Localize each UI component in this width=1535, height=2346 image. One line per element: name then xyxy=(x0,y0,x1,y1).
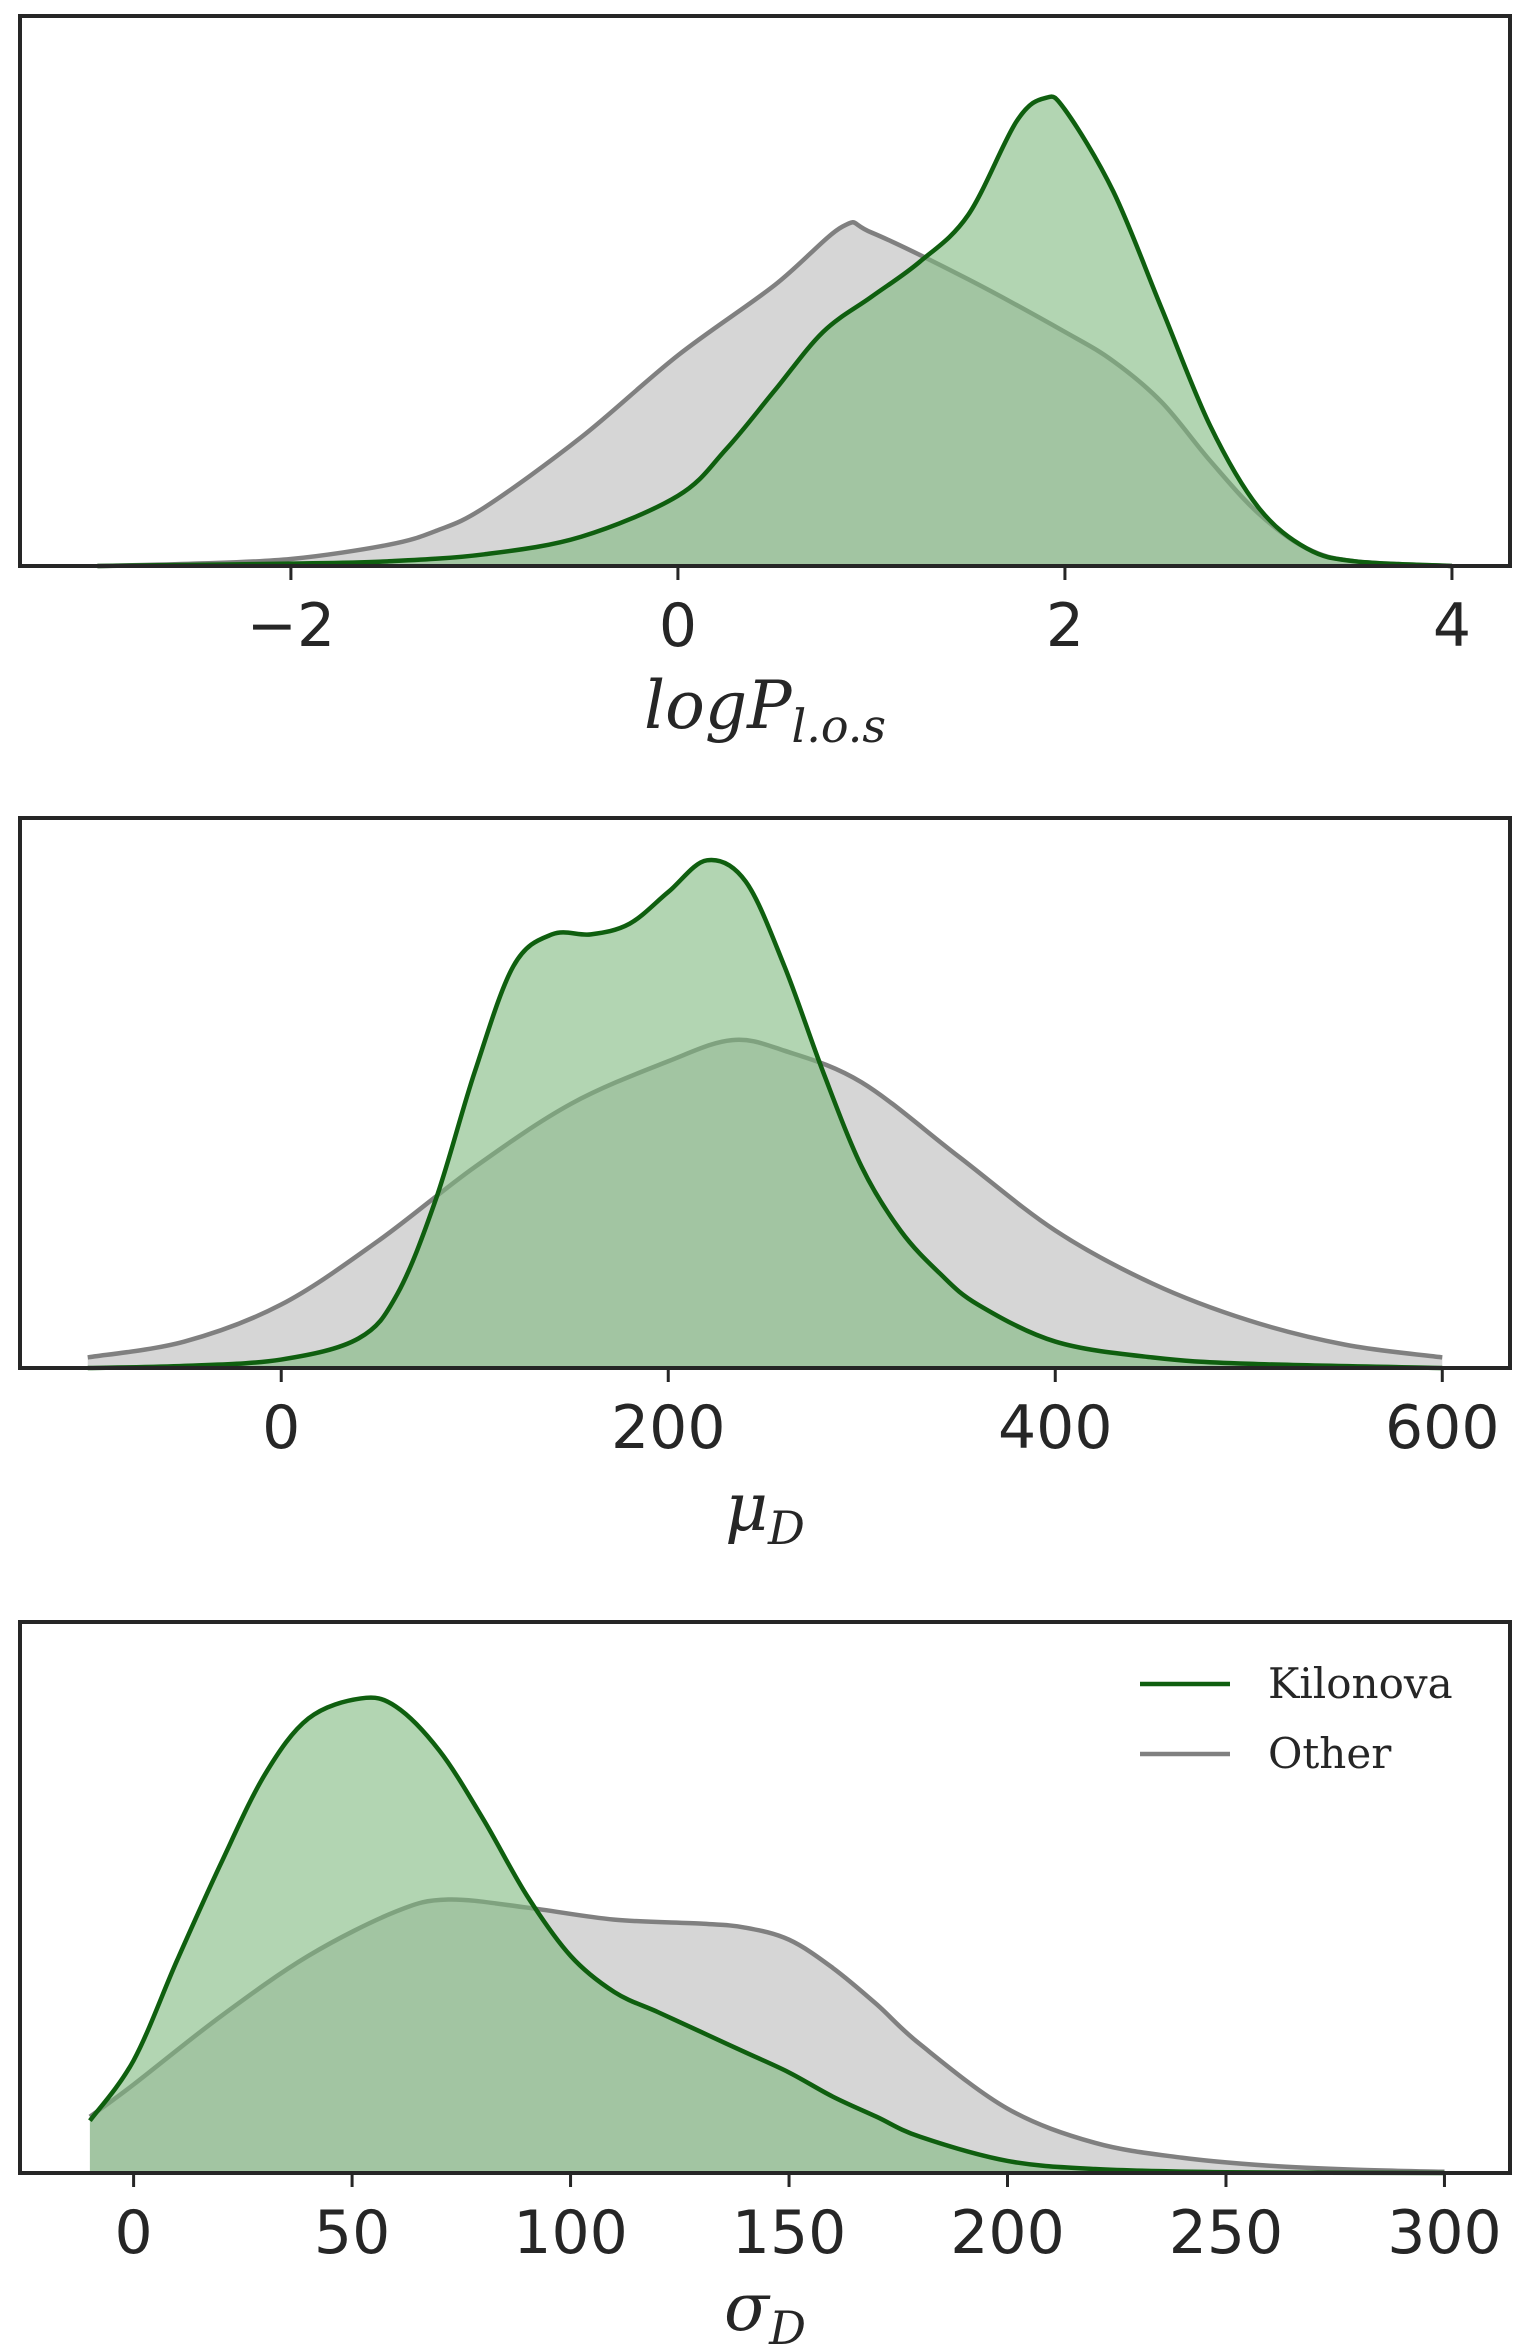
x-tick-label: 0 xyxy=(659,591,697,661)
x-tick-label: 4 xyxy=(1433,591,1471,661)
x-tick-label: 600 xyxy=(1385,1393,1500,1463)
x-tick-label: 150 xyxy=(732,2198,847,2268)
plot-frame xyxy=(18,816,1512,1370)
x-tick-label: 300 xyxy=(1387,2198,1502,2268)
x-tick-label: −2 xyxy=(247,591,335,661)
x-tick-label: 200 xyxy=(611,1393,726,1463)
x-tick-label: 50 xyxy=(314,2198,390,2268)
x-tick-label: 0 xyxy=(262,1393,300,1463)
x-tick-label: 0 xyxy=(115,2198,153,2268)
x-axis-title-main: logP xyxy=(644,667,793,744)
x-tick-label: 250 xyxy=(1169,2198,1284,2268)
kilonova-density-area xyxy=(89,1697,1445,2173)
x-axis-title-subscript: D xyxy=(767,1501,805,1555)
kilonova-density-line xyxy=(97,94,1453,569)
x-axis-title-main: μ xyxy=(725,1469,768,1546)
x-axis-title: logPl.o.s xyxy=(644,667,886,753)
x-axis-title-subscript: l.o.s xyxy=(792,699,886,753)
x-axis-title-main: σ xyxy=(724,2269,771,2346)
x-tick-label: 400 xyxy=(998,1393,1113,1463)
x-axis-title: μD xyxy=(725,1469,805,1555)
plot-frame xyxy=(18,1620,1512,2175)
kilonova-density-line xyxy=(88,1695,1445,2176)
kilonova-density-area xyxy=(87,859,1443,1368)
x-tick-label: 100 xyxy=(513,2198,628,2268)
plot-frame xyxy=(18,14,1512,568)
panel-2: 0 200 400 600 μD xyxy=(18,816,1512,1555)
other-legend-label: Other xyxy=(1268,1729,1392,1778)
x-tick-label: 200 xyxy=(950,2198,1065,2268)
kilonova-density-area xyxy=(97,96,1452,566)
x-axis-title: σD xyxy=(724,2269,806,2346)
x-axis-title-subscript: D xyxy=(768,2301,806,2346)
kilonova-density-line xyxy=(87,857,1443,1371)
kilonova-legend-label: Kilonova xyxy=(1268,1659,1453,1708)
legend: Kilonova Other xyxy=(1140,1659,1453,1778)
panel-1: −2 0 2 4 logPl.o.s xyxy=(18,14,1512,753)
x-tick-label: 2 xyxy=(1046,591,1084,661)
panel-3: 0 50 100 150 200 250 300 σD Kilonova Other xyxy=(18,1620,1512,2346)
